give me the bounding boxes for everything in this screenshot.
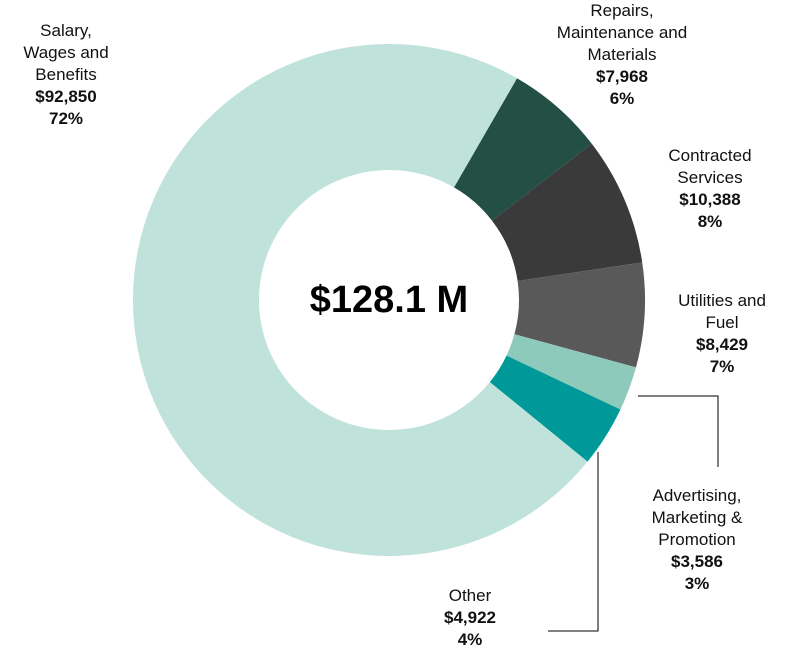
value-label: $8,429	[696, 335, 748, 354]
leader-line	[638, 395, 719, 467]
leader-line	[548, 452, 599, 632]
slice	[514, 262, 645, 368]
percent-label: 3%	[684, 574, 710, 593]
value-label: $7,968	[596, 67, 648, 86]
slice-label: Repairs, Maintenance and Materials $7,968…	[548, 0, 696, 110]
percent-label: 4%	[457, 630, 483, 649]
category-label: Other	[448, 586, 492, 605]
value-label: $3,586	[671, 552, 723, 571]
slice-label: Utilities and Fuel $8,429 7%	[666, 290, 778, 378]
category-label: Advertising, Marketing & Promotion	[651, 486, 743, 549]
slice	[454, 78, 592, 221]
category-label: Contracted Services	[668, 146, 752, 187]
value-label: $4,922	[444, 608, 496, 627]
slice-label: Salary, Wages and Benefits $92,850 72%	[14, 20, 118, 130]
value-label: $10,388	[679, 190, 741, 209]
slice	[506, 334, 636, 410]
slice	[133, 44, 588, 556]
slices	[133, 44, 645, 556]
category-label: Utilities and Fuel	[678, 291, 766, 332]
percent-label: 7%	[709, 357, 735, 376]
category-label: Salary, Wages and Benefits	[23, 21, 109, 84]
value-label: $92,850	[35, 87, 97, 106]
slice-label: Advertising, Marketing & Promotion $3,586…	[640, 485, 754, 595]
slice-label: Contracted Services $10,388 8%	[660, 145, 760, 233]
percent-label: 6%	[609, 89, 635, 108]
percent-label: 8%	[697, 212, 723, 231]
percent-label: 72%	[48, 109, 84, 128]
slice	[491, 143, 643, 281]
center-label: $128.1 M	[309, 279, 469, 321]
slice	[489, 355, 621, 462]
category-label: Repairs, Maintenance and Materials	[556, 1, 688, 64]
slice-label: Other $4,922 4%	[420, 585, 520, 651]
